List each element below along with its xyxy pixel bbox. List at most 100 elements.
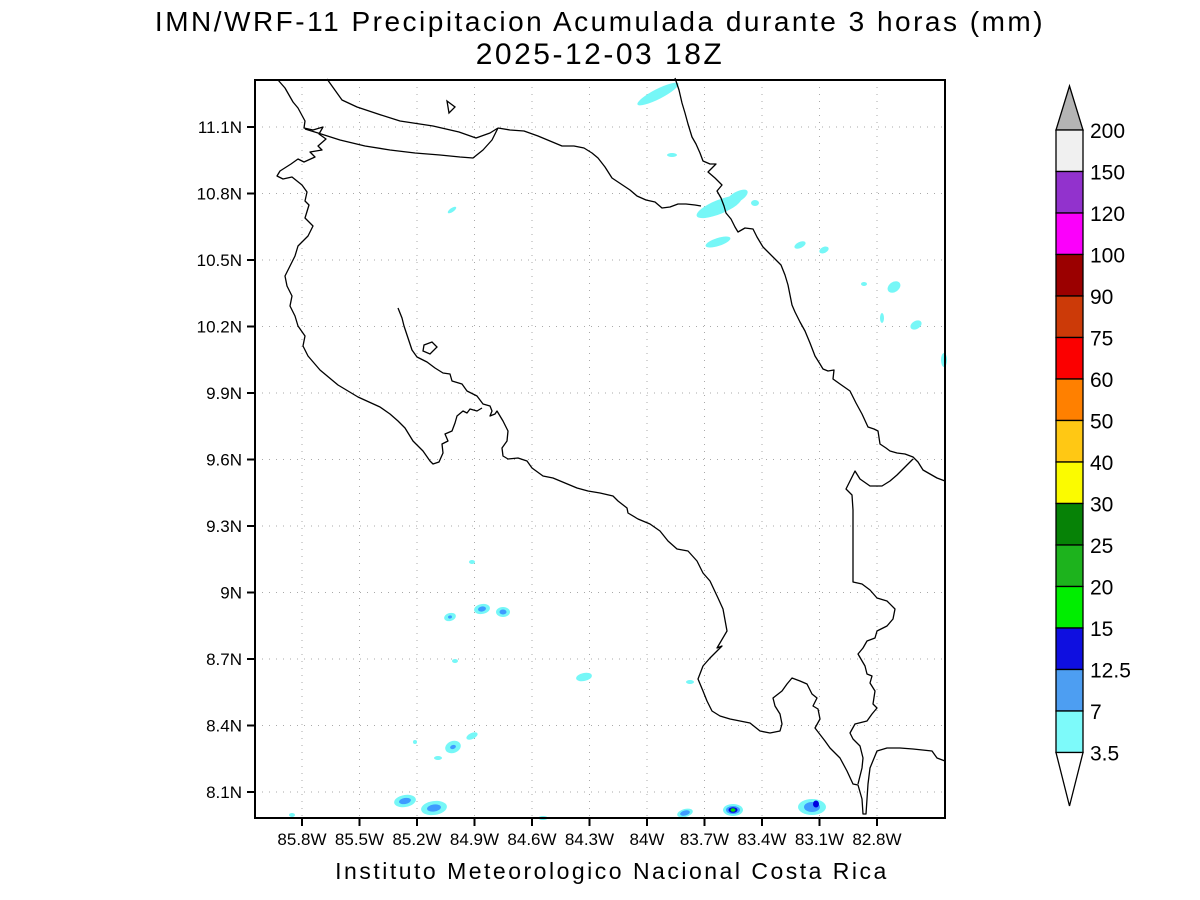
colorbar-segment (1055, 461, 1084, 505)
colorbar-segment (1055, 668, 1084, 712)
precip-cell-layer (667, 153, 677, 157)
precip-cell (880, 313, 884, 323)
precip-cell-layer (819, 246, 829, 254)
precip-cell (452, 659, 458, 663)
colorbar: 200 150 120 100 90 75 60 50 40 30 25 20 15 12.5 7 3.5 (1055, 83, 1131, 807)
precip-cell-layer (434, 756, 442, 760)
colorbar-level-label: 12.5 (1090, 660, 1131, 683)
x-axis-tick-label: 85.5W (335, 830, 384, 849)
precip-cell-layer (289, 813, 295, 817)
precip-cell (677, 808, 693, 818)
figure-valid-time: 2025-12-03 18Z (476, 38, 725, 71)
precip-cell (447, 206, 457, 214)
y-axis-tick-label: 10.2N (197, 318, 242, 337)
colorbar-level-label: 25 (1090, 535, 1113, 558)
colorbar-segment (1055, 544, 1084, 588)
coastline-path (276, 79, 483, 465)
precip-cell (474, 603, 490, 615)
precip-cell-layer (751, 200, 759, 206)
precip-cell (434, 756, 442, 760)
precip-cell-layer (447, 206, 457, 214)
precip-cell (723, 804, 743, 816)
precip-cell (751, 200, 759, 206)
colorbar-segment (1055, 710, 1084, 754)
precip-cell (861, 282, 867, 286)
colorbar-level-label: 3.5 (1090, 743, 1119, 766)
y-axis-tick-label: 9.9N (206, 384, 242, 403)
colorbar-level-label: 200 (1090, 120, 1125, 143)
precip-cell-layer (450, 744, 456, 750)
y-axis-tick-label: 10.5N (197, 251, 242, 270)
precip-cell-layer (861, 282, 867, 286)
precip-cell-layer (887, 281, 901, 293)
x-axis-tick-label: 83.4W (737, 830, 786, 849)
precip-cell (445, 740, 461, 754)
precip-cell-layer (686, 680, 694, 684)
y-axis-tick-label: 8.7N (206, 650, 242, 669)
x-axis-tick-label: 83.7W (680, 830, 729, 849)
precip-cell-layer (399, 797, 411, 805)
colorbar-segment (1055, 502, 1084, 546)
coastline-path (304, 127, 499, 159)
footer-credit: Instituto Meteorologico Nacional Costa R… (335, 858, 889, 884)
precip-cell-layer (499, 609, 507, 615)
precip-cell-layer (448, 615, 452, 619)
precip-cell-layer (576, 672, 592, 682)
colorbar-level-label: 60 (1090, 369, 1113, 392)
colorbar-segment (1055, 627, 1084, 671)
colorbar-level-label: 15 (1090, 618, 1113, 641)
precip-cell-layer (813, 800, 819, 808)
colorbar-level-label: 120 (1090, 203, 1125, 226)
colorbar-segment (1055, 170, 1084, 214)
precip-cell-layer (413, 740, 417, 744)
precip-cell-layer (726, 189, 748, 205)
precip-cell-layer (452, 659, 458, 663)
colorbar-segment (1055, 212, 1084, 256)
precip-cell (726, 189, 748, 205)
precip-cell (794, 241, 806, 249)
precip-cell (798, 799, 826, 815)
precip-cell (705, 236, 731, 248)
precip-cell-layer (730, 808, 736, 812)
precip-cell (469, 560, 475, 564)
colorbar-segment (1055, 585, 1084, 629)
precip-cell (819, 246, 829, 254)
precip-cell-layer (478, 606, 486, 612)
precip-cell-layer (910, 320, 922, 330)
precip-cell (421, 800, 447, 816)
precip-cell (289, 813, 295, 817)
y-axis-tick-label: 11.1N (198, 118, 242, 137)
precip-cell (466, 732, 478, 740)
precip-cell-layer (637, 82, 679, 106)
colorbar-segment (1055, 253, 1084, 297)
precip-cell-layer (469, 560, 475, 564)
map-frame (254, 79, 946, 819)
x-axis-tick-label: 84.9W (450, 830, 499, 849)
precip-cell (576, 672, 592, 682)
coastline-path (326, 78, 499, 139)
precip-cell (887, 281, 901, 293)
precip-cell-layer (880, 313, 884, 323)
x-axis-tick-label: 83.1W (795, 830, 844, 849)
figure-title: IMN/WRF-11 Precipitacion Acumulada duran… (155, 6, 1045, 37)
precip-cell (394, 794, 416, 808)
precip-cell (637, 82, 679, 106)
coastline-path (845, 458, 914, 785)
x-axis-tick-label: 84W (630, 830, 665, 849)
colorbar-segment (1055, 336, 1084, 380)
colorbar-level-label: 150 (1090, 162, 1125, 185)
colorbar-level-label: 40 (1090, 452, 1113, 475)
x-axis-tick-label: 82.8W (852, 830, 901, 849)
x-axis-tick-label: 85.2W (392, 830, 441, 849)
x-axis-tick-label: 84.6W (507, 830, 556, 849)
colorbar-level-label: 75 (1090, 328, 1113, 351)
precip-cell (686, 680, 694, 684)
y-axis-tick-label: 9.6N (206, 451, 242, 470)
colorbar-segment (1055, 378, 1084, 422)
precip-cell (444, 612, 456, 622)
colorbar-level-label: 30 (1090, 494, 1113, 517)
colorbar-level-label: 50 (1090, 411, 1113, 434)
y-axis-tick-label: 10.8N (197, 185, 242, 204)
axes-layer: 85.8W 85.5W 85.2W 84.9W 84.6W 84.3W 84W 83.7W 83… (197, 118, 902, 849)
